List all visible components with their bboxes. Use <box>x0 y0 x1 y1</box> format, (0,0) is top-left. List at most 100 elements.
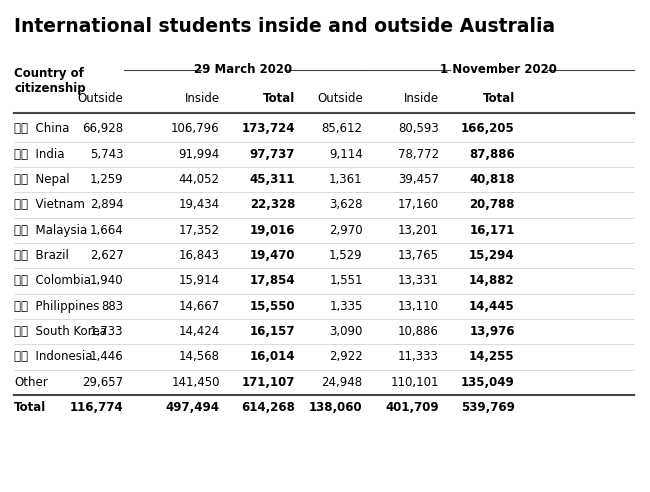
Text: 1,664: 1,664 <box>90 224 124 237</box>
Text: 19,470: 19,470 <box>250 249 295 262</box>
Text: 14,568: 14,568 <box>179 350 220 364</box>
Point <box>173 110 181 116</box>
Text: 13,110: 13,110 <box>398 300 439 313</box>
Text: 🇳🇵  Nepal: 🇳🇵 Nepal <box>14 173 70 186</box>
Text: 🇨🇳  China: 🇨🇳 China <box>14 123 70 135</box>
Text: 🇮🇳  India: 🇮🇳 India <box>14 148 65 161</box>
Text: 66,928: 66,928 <box>83 123 124 135</box>
Text: 14,667: 14,667 <box>179 300 220 313</box>
Text: Other: Other <box>14 376 48 389</box>
Text: 14,445: 14,445 <box>469 300 515 313</box>
Text: Outside: Outside <box>78 92 124 105</box>
Text: Total: Total <box>263 92 295 105</box>
Text: 883: 883 <box>101 300 124 313</box>
Text: 22,328: 22,328 <box>250 198 295 212</box>
Text: 171,107: 171,107 <box>242 376 295 389</box>
Text: 14,882: 14,882 <box>469 275 515 287</box>
Point <box>358 110 366 116</box>
Text: 85,612: 85,612 <box>322 123 363 135</box>
Text: 13,201: 13,201 <box>398 224 439 237</box>
Text: 2,894: 2,894 <box>90 198 124 212</box>
Text: 14,424: 14,424 <box>179 325 220 338</box>
Point <box>502 110 510 116</box>
Text: 91,994: 91,994 <box>179 148 220 161</box>
Text: 🇰🇷  South Korea: 🇰🇷 South Korea <box>14 325 107 338</box>
Text: 40,818: 40,818 <box>469 173 515 186</box>
Text: 1,446: 1,446 <box>90 350 124 364</box>
Text: 20,788: 20,788 <box>469 198 515 212</box>
Text: 29,657: 29,657 <box>83 376 124 389</box>
Text: 401,709: 401,709 <box>385 401 439 414</box>
Text: 141,450: 141,450 <box>171 376 220 389</box>
Text: 87,886: 87,886 <box>469 148 515 161</box>
Text: 🇨🇴  Colombia: 🇨🇴 Colombia <box>14 275 91 287</box>
Text: 17,352: 17,352 <box>179 224 220 237</box>
Text: 1,259: 1,259 <box>90 173 124 186</box>
Text: 614,268: 614,268 <box>241 401 295 414</box>
Text: 1,361: 1,361 <box>329 173 363 186</box>
Text: 2,627: 2,627 <box>90 249 124 262</box>
Text: 45,311: 45,311 <box>250 173 295 186</box>
Text: 29 March 2020: 29 March 2020 <box>194 63 292 76</box>
Text: 1,733: 1,733 <box>90 325 124 338</box>
Point <box>233 110 240 116</box>
Text: 39,457: 39,457 <box>398 173 439 186</box>
Text: 🇵🇭  Philippines: 🇵🇭 Philippines <box>14 300 99 313</box>
Text: 78,772: 78,772 <box>398 148 439 161</box>
Text: 166,205: 166,205 <box>461 123 515 135</box>
Text: 16,171: 16,171 <box>469 224 515 237</box>
Text: 80,593: 80,593 <box>398 123 439 135</box>
Text: 2,970: 2,970 <box>329 224 363 237</box>
Text: 14,255: 14,255 <box>469 350 515 364</box>
Text: 16,843: 16,843 <box>179 249 220 262</box>
Text: 5,743: 5,743 <box>90 148 124 161</box>
Text: 24,948: 24,948 <box>322 376 363 389</box>
Text: 16,157: 16,157 <box>250 325 295 338</box>
Point <box>358 110 366 116</box>
Text: Inside: Inside <box>185 92 220 105</box>
Text: Country of
citizenship: Country of citizenship <box>14 67 86 95</box>
Text: 🇧🇷  Brazil: 🇧🇷 Brazil <box>14 249 69 262</box>
Text: Total: Total <box>482 92 515 105</box>
Text: 106,796: 106,796 <box>171 123 220 135</box>
Text: 15,550: 15,550 <box>250 300 295 313</box>
Text: 497,494: 497,494 <box>166 401 220 414</box>
Text: 13,976: 13,976 <box>469 325 515 338</box>
Text: 1,529: 1,529 <box>329 249 363 262</box>
Text: 15,914: 15,914 <box>179 275 220 287</box>
Text: 15,294: 15,294 <box>469 249 515 262</box>
Text: 🇻🇳  Vietnam: 🇻🇳 Vietnam <box>14 198 85 212</box>
Text: Inside: Inside <box>404 92 439 105</box>
Text: 19,434: 19,434 <box>179 198 220 212</box>
Text: 17,854: 17,854 <box>250 275 295 287</box>
Text: International students inside and outside Australia: International students inside and outsid… <box>14 17 555 36</box>
Point <box>569 110 577 116</box>
Text: 110,101: 110,101 <box>390 376 439 389</box>
Text: 1 November 2020: 1 November 2020 <box>440 63 557 76</box>
Text: 11,333: 11,333 <box>398 350 439 364</box>
Text: 97,737: 97,737 <box>250 148 295 161</box>
Point <box>298 110 306 116</box>
Text: 🇮🇩  Indonesia: 🇮🇩 Indonesia <box>14 350 93 364</box>
Text: 13,765: 13,765 <box>398 249 439 262</box>
Point <box>426 110 434 116</box>
Text: Outside: Outside <box>317 92 363 105</box>
Text: 1,940: 1,940 <box>90 275 124 287</box>
Text: 2,922: 2,922 <box>329 350 363 364</box>
Text: 9,114: 9,114 <box>329 148 363 161</box>
Text: 3,090: 3,090 <box>330 325 363 338</box>
Text: 3,628: 3,628 <box>329 198 363 212</box>
Text: 16,014: 16,014 <box>250 350 295 364</box>
Text: 1,551: 1,551 <box>329 275 363 287</box>
Text: 116,774: 116,774 <box>70 401 124 414</box>
Text: 173,724: 173,724 <box>242 123 295 135</box>
Text: 539,769: 539,769 <box>461 401 515 414</box>
Text: 19,016: 19,016 <box>250 224 295 237</box>
Text: 17,160: 17,160 <box>398 198 439 212</box>
Text: 10,886: 10,886 <box>398 325 439 338</box>
Text: 🇲🇾  Malaysia: 🇲🇾 Malaysia <box>14 224 88 237</box>
Text: Total: Total <box>14 401 47 414</box>
Text: 44,052: 44,052 <box>179 173 220 186</box>
Text: 138,060: 138,060 <box>309 401 363 414</box>
Text: 1,335: 1,335 <box>330 300 363 313</box>
